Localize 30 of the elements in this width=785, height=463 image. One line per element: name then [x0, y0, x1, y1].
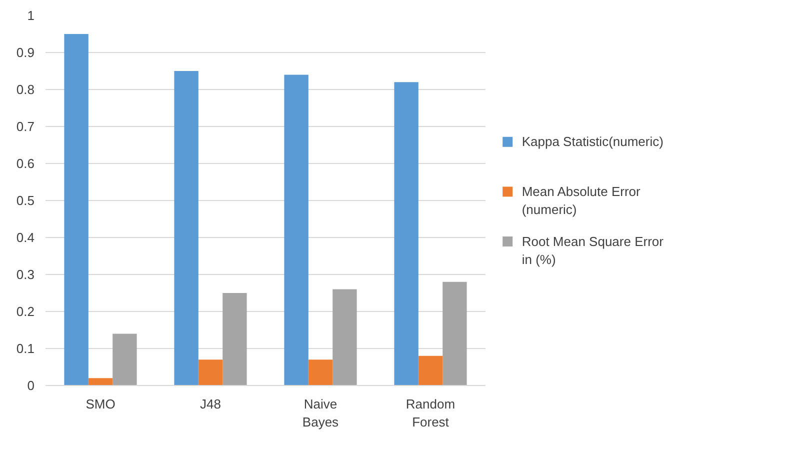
y-tick-label: 0.5: [16, 193, 35, 208]
y-tick-label: 0.9: [16, 45, 35, 60]
x-tick-label: Random Forest: [406, 396, 456, 430]
legend-label: Root Mean Square Error in (%): [522, 234, 664, 267]
y-tick-label: 0.6: [16, 156, 35, 171]
bar: [64, 34, 88, 386]
bar: [112, 334, 137, 386]
bar: [418, 356, 443, 386]
bar: [88, 378, 113, 386]
y-tick-label: 0.4: [16, 230, 35, 245]
legend-label: Kappa Statistic(numeric): [522, 134, 664, 150]
y-tick-label: 0.3: [16, 267, 35, 282]
x-tick-label: J48: [200, 396, 221, 412]
y-tick-label: 0.1: [16, 341, 35, 356]
y-tick-label: 0.7: [16, 119, 35, 134]
x-tick-label: SMO: [86, 396, 116, 412]
y-tick-label: 0.2: [16, 304, 35, 319]
x-tick-label: Naive Bayes: [302, 396, 340, 430]
bar: [442, 282, 467, 386]
bar: [222, 293, 247, 386]
bar: [332, 289, 357, 386]
y-tick-label: 0: [27, 378, 35, 393]
bar: [394, 82, 418, 386]
y-tick-label: 0.8: [16, 82, 35, 97]
bar: [284, 74, 308, 386]
y-tick-label: 1: [27, 8, 35, 23]
bar: [174, 71, 198, 386]
bar: [198, 360, 223, 386]
legend-label: Mean Absolute Error (numeric): [522, 184, 642, 218]
bar: [308, 360, 333, 386]
